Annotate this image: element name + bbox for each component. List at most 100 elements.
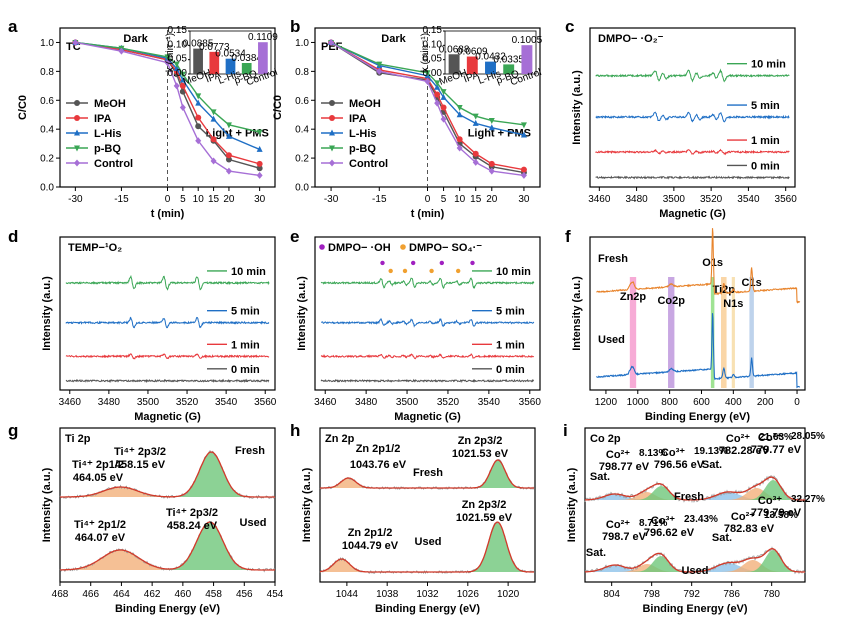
peak-band-Zn2p [629,277,637,388]
epr-trace-0-min [595,175,790,180]
panel-letter: h [290,421,300,440]
x-tick-label: 1020 [497,589,520,600]
legend-label: p-BQ [94,143,121,155]
panel-letter: f [565,227,571,246]
y-tick-label: 0.0 [40,183,54,194]
data-point-IPA [210,136,217,143]
data-point-Control [472,158,479,166]
x-tick-label: 1026 [457,589,480,600]
inset-bar [448,54,460,74]
peak-energy: 1021.53 eV [452,448,509,460]
data-point-Control [195,137,202,145]
data-point-L-His [256,145,263,152]
fit-component [585,492,805,500]
data-point-p-BQ [520,122,527,129]
x-tick-label: -30 [324,194,339,205]
data-point-p-BQ [179,71,186,78]
spectrum-label-used: Used [415,536,442,548]
peak-energy: 464.07 eV [75,532,126,544]
legend-label: 10 min [496,266,531,278]
fit-component [585,565,805,572]
fit-component [320,522,535,572]
inset-bar [466,56,478,74]
peak-name: Zn 2p3/2 [462,499,507,511]
x-axis-label: Magnetic (G) [134,411,201,423]
x-axis-label: Binding Energy (eV) [375,603,480,615]
inset-bar [503,64,515,74]
x-tick-label: 3500 [396,397,419,408]
legend-marker [329,159,335,167]
peak-label: Co2p [657,295,685,307]
peak-energy: 458.24 eV [167,520,218,532]
inset-bar-label: 0.0688 [439,44,470,55]
epr-trace-10-min [320,277,535,290]
data-point-Control [434,99,441,107]
x-tick-label: 3560 [775,194,798,205]
inset-y-tick-label: 0.05 [423,54,443,65]
epr-trace-0-min [320,378,534,384]
sat-label: Sat. [586,547,606,559]
survey-trace-Fresh [596,228,801,304]
x-tick-label: -15 [114,194,129,205]
axes-frame [59,236,276,391]
data-point-L-His [488,124,495,131]
fit-component [60,452,275,497]
data-point-p-BQ [424,70,431,77]
y-tick-label: 0.4 [40,125,54,136]
y-tick-label: 0.2 [295,154,309,165]
fit-component [585,494,805,500]
peak-energy: 1044.79 eV [342,540,399,552]
annotation-light: Light + PMS [468,127,531,139]
x-tick-label: 3500 [663,194,686,205]
legend-label: 1 min [496,339,525,351]
data-point-L-His [225,132,232,139]
oh-peak-marker [380,260,385,266]
data-point-L-His [520,131,527,138]
legend-so4: DMPO− SO₄·⁻ [409,242,482,254]
spectrum-label-fresh: Fresh [674,491,704,503]
y-tick-label: 0.6 [295,96,309,107]
y-tick-label: 0.4 [295,125,309,136]
so4-peak-marker [455,268,461,274]
data-point-p-BQ [434,80,441,87]
inset-bar-label: 0.0609 [457,47,488,58]
data-point-MeOH [195,123,202,130]
inset-bar [193,48,203,74]
data-point-IPA [434,91,441,98]
x-tick-label: 10 [193,194,205,205]
inset-bar [225,58,236,74]
x-tick-label: 3460 [588,194,611,205]
inset-bar [485,61,496,74]
legend-label: 0 min [231,364,260,376]
peak-energy: 1021.59 eV [456,512,513,524]
peak-percent: 21.63% [759,432,793,443]
x-tick-label: 460 [175,589,192,600]
fit-component [60,487,275,497]
data-point-IPA [225,152,232,159]
inset-bar-label: 0.1005 [512,35,543,46]
peak-name: Co³⁺ [758,495,782,507]
data-point-L-His [173,64,180,71]
data-point-Control [179,104,186,111]
legend-marker [74,100,80,106]
data-point-L-His [472,119,479,126]
peak-name: Ti⁴⁺ 2p1/2 [72,459,124,471]
panel-letter: a [8,17,18,36]
x-tick-label: 0 [165,194,171,205]
x-tick-label: 20 [223,194,235,205]
legend-oh-marker [319,244,325,250]
peak-name: Co²⁺ [606,449,630,461]
axes-frame [589,236,806,391]
y-tick-label: 0.8 [40,67,54,78]
panel-letter: b [290,17,300,36]
sat-label: Sat. [712,532,732,544]
legend-label: IPA [94,113,112,125]
x-axis-label: t (min) [411,208,445,220]
x-tick-label: 3520 [437,397,460,408]
peak-band-N1s [731,277,735,388]
y-axis-label: Intensity (a.u.) [41,467,53,542]
x-tick-label: 804 [603,589,620,600]
peak-band-Co2p [668,277,675,388]
x-tick-label: 780 [763,589,780,600]
